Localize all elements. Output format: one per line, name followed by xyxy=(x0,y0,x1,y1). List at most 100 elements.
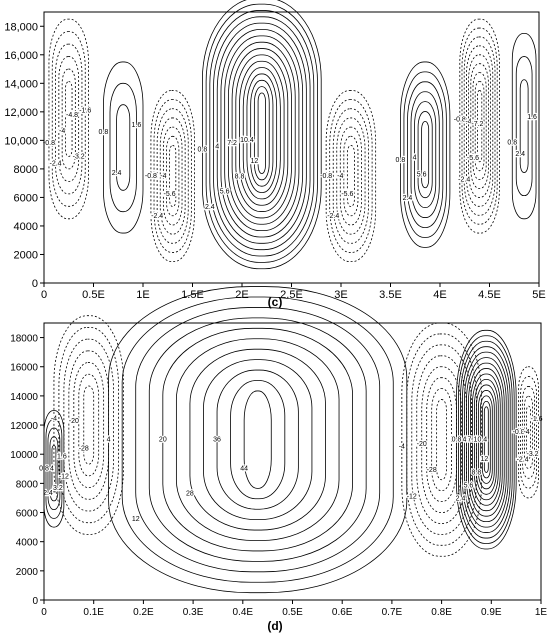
y-tick-label: 16000 xyxy=(10,363,38,374)
contour-line xyxy=(461,27,498,225)
x-tick-label: 0.8E xyxy=(431,607,452,618)
x-tick-label: 3.5E xyxy=(379,289,402,301)
contour-label: -2.4 xyxy=(517,457,529,464)
contour-line xyxy=(159,117,186,235)
contour-line xyxy=(216,22,307,244)
contour-label: -7.2 xyxy=(471,121,483,128)
x-tick-label: 0.5E xyxy=(282,607,303,618)
contour-label: 2.4 xyxy=(456,496,466,503)
contour-label: 7.2 xyxy=(468,436,478,443)
contour-label: 1.6 xyxy=(57,454,67,461)
contour-line xyxy=(203,359,313,521)
contour-line xyxy=(235,54,289,212)
contour-line xyxy=(519,79,529,173)
contour-line xyxy=(458,335,515,544)
contour-label: -0.8 xyxy=(43,140,55,147)
contour-line xyxy=(481,400,491,479)
contour-line xyxy=(476,90,483,163)
contour-label: -4.8 xyxy=(66,112,78,119)
contour-line xyxy=(61,68,76,170)
contour-label: -5.6 xyxy=(341,191,353,198)
y-tick-label: 14000 xyxy=(10,392,38,403)
contour-label: -20 xyxy=(417,441,427,448)
y-tick-label: 0 xyxy=(32,278,38,290)
contour-line xyxy=(148,317,367,562)
x-tick-label: 4.5E xyxy=(478,289,501,301)
contour-line xyxy=(470,368,503,512)
contour-line xyxy=(68,350,110,500)
contour-line xyxy=(460,340,513,539)
contour-line xyxy=(465,45,494,207)
contour-line xyxy=(436,399,447,481)
panel-d-x-axis: 0 0.1E 0.2E 0.3E 0.4E 0.5E 0.6E 0.7E 0.8E 0.9E 1E xyxy=(41,600,547,618)
contour-line xyxy=(224,35,300,232)
contour-line xyxy=(329,99,373,253)
contour-line xyxy=(121,296,394,583)
y-tick-label: 18,000 xyxy=(4,21,38,33)
y-tick-label: 4000 xyxy=(16,538,39,549)
contour-label: 0.8 xyxy=(396,157,406,164)
contour-label: 4 xyxy=(413,155,417,162)
contour-label: -3.2 xyxy=(73,153,85,160)
contour-line xyxy=(466,357,507,523)
contour-label: 0.8 xyxy=(452,436,462,443)
contour-label: 10.4 xyxy=(474,436,488,443)
contour-label: 8.8 xyxy=(472,469,482,476)
contour-line xyxy=(213,16,311,251)
panel-c-contours xyxy=(48,0,537,270)
contour-line xyxy=(325,90,377,263)
x-tick-label: 0.6E xyxy=(332,607,353,618)
contour-line xyxy=(464,351,509,528)
y-tick-label: 6000 xyxy=(14,192,38,204)
contour-line xyxy=(205,3,318,263)
contour-label: -5.6 xyxy=(164,191,176,198)
contour-line xyxy=(231,48,292,219)
contour-line xyxy=(421,366,462,513)
contour-label: -4 xyxy=(465,119,471,126)
x-tick-label: 1E xyxy=(136,289,149,301)
contour-label: 2.4 xyxy=(205,204,215,211)
panel-c-x-axis: 0 0.5E 1E 1.5E 2E 2.5E 3E 3.5E 4E 4.5E 5E xyxy=(41,283,546,301)
contour-line xyxy=(472,373,501,506)
contour-line xyxy=(474,81,485,172)
contour-line xyxy=(51,31,86,207)
contour-line xyxy=(65,81,73,157)
contour-line xyxy=(253,86,270,181)
panel-d-y-axis: 0 2000 4000 6000 8000 10000 12000 14000 16000 180… xyxy=(10,334,44,607)
contour-line xyxy=(109,82,137,213)
contour-line xyxy=(472,72,487,180)
contour-label: 4 xyxy=(50,466,54,473)
contour-line xyxy=(250,79,274,187)
x-tick-label: 0 xyxy=(41,289,47,301)
contour-label: 10.4 xyxy=(240,137,254,144)
x-tick-label: 0.5E xyxy=(82,289,105,301)
contour-line xyxy=(526,405,531,459)
contour-line xyxy=(399,61,451,248)
contour-label: -4 xyxy=(399,443,405,450)
contour-line xyxy=(343,135,359,217)
y-tick-label: 6000 xyxy=(16,509,39,520)
contour-label: -12 xyxy=(407,493,417,500)
y-tick-label: 18000 xyxy=(10,334,38,345)
x-tick-label: 5E xyxy=(532,289,545,301)
contour-line xyxy=(239,60,285,206)
x-tick-label: 4E xyxy=(433,289,446,301)
contour-label: 2.4 xyxy=(112,170,122,177)
y-tick-label: 14,000 xyxy=(4,78,38,90)
contour-line xyxy=(459,18,500,234)
x-tick-label: 0.7E xyxy=(382,607,403,618)
contour-label: -2.4 xyxy=(327,213,339,220)
panel-c: -0.8 -1.6 -2.4 -3.2 -4 -4.8 0.8 1.6 2.4 -0.8 -2.4 -… xyxy=(4,0,546,309)
contour-line xyxy=(169,145,177,207)
contour-label: -0.8 xyxy=(454,117,466,124)
contour-line xyxy=(456,329,517,550)
contour-label: -2.4 xyxy=(458,176,470,183)
contour-line xyxy=(520,376,537,489)
contour-line xyxy=(116,104,131,191)
contour-line xyxy=(406,333,477,546)
contour-label: 2.4 xyxy=(515,151,525,158)
contour-line xyxy=(511,32,537,220)
x-tick-label: 2E xyxy=(235,289,248,301)
contour-label: -20 xyxy=(69,418,79,425)
contour-line xyxy=(108,286,408,594)
